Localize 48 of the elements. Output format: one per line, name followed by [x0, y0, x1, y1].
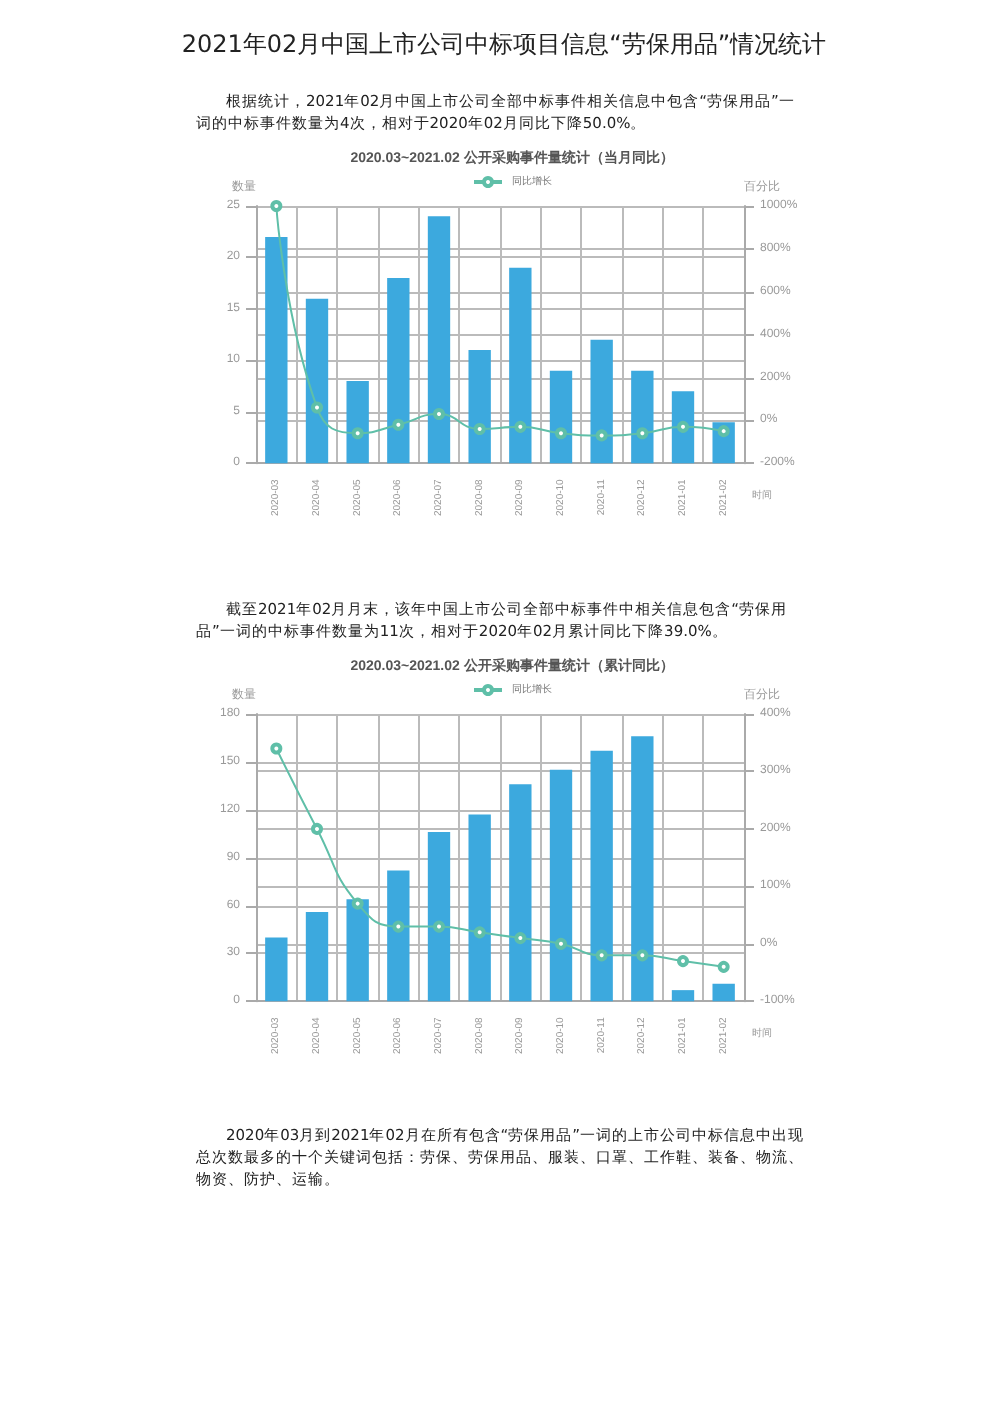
- point: [351, 427, 364, 440]
- point: [473, 423, 486, 435]
- bar: [549, 769, 573, 1002]
- bar: [590, 339, 613, 464]
- bar: [712, 983, 735, 1002]
- bar: [468, 350, 491, 464]
- point: [717, 960, 730, 973]
- bar: [427, 832, 451, 1002]
- point: [677, 955, 689, 968]
- point: [595, 429, 608, 442]
- point: [555, 937, 567, 950]
- bar: [305, 298, 329, 464]
- point: [311, 822, 323, 835]
- point: [433, 407, 445, 420]
- bar: [387, 278, 410, 464]
- bar: [265, 937, 288, 1002]
- bar: [427, 216, 451, 464]
- point: [717, 425, 730, 438]
- point: [433, 920, 445, 933]
- point: [636, 949, 649, 962]
- bar: [346, 899, 369, 1002]
- bar: [346, 380, 369, 464]
- bar: [305, 911, 329, 1002]
- bar: [631, 736, 654, 1002]
- point: [595, 949, 608, 962]
- point: [636, 427, 649, 440]
- bar: [509, 267, 532, 464]
- bar: [631, 370, 654, 464]
- point: [514, 420, 527, 433]
- point: [311, 401, 323, 414]
- bar: [590, 750, 613, 1002]
- bar: [549, 370, 573, 464]
- point: [270, 742, 283, 755]
- bar: [509, 784, 532, 1002]
- point: [555, 427, 567, 440]
- text: 2021年02月中国上市公司中标项目信息“劳保用品”情况统计: [179, 28, 829, 62]
- bar: [468, 814, 491, 1002]
- bar: [671, 990, 695, 1002]
- bar: [671, 391, 695, 464]
- point: [473, 926, 486, 939]
- point: [351, 897, 364, 910]
- point: [514, 932, 527, 945]
- bar: [265, 236, 288, 464]
- point: [270, 200, 283, 212]
- point: [392, 418, 405, 431]
- point: [392, 920, 405, 933]
- bar: [387, 870, 410, 1002]
- point: [677, 420, 689, 433]
